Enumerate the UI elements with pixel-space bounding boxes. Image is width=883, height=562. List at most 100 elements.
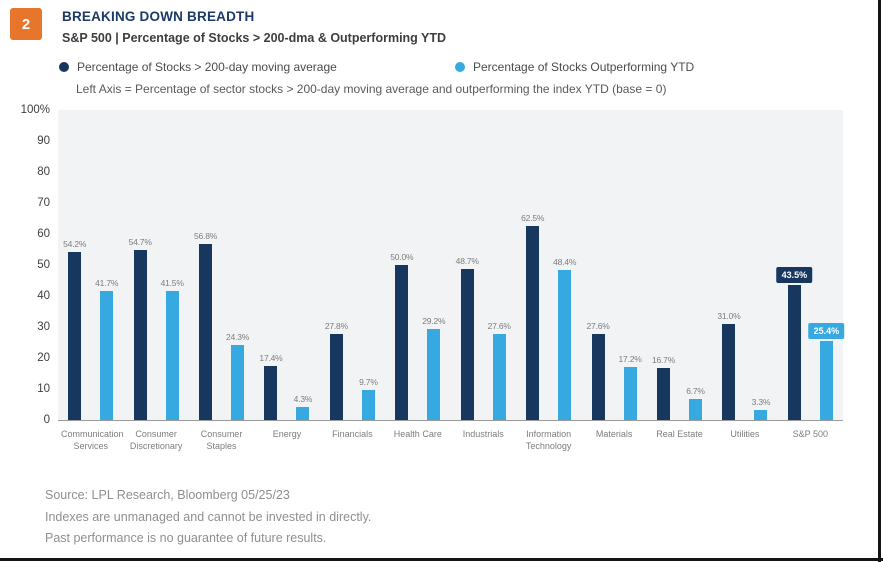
x-axis-label: Real Estate [656, 429, 703, 439]
bar-slot: 24.3% [226, 110, 249, 420]
bar-slot: 17.4% [259, 110, 283, 420]
bar-group: 27.8% 9.7% [320, 110, 385, 420]
axis-note: Left Axis = Percentage of sector stocks … [76, 82, 667, 96]
bar-above-200dma: 48.7% [456, 256, 479, 420]
bar-value-label: 31.0% [717, 310, 741, 321]
bar-value-label: 41.7% [95, 277, 119, 288]
bar-outperforming-ytd: 41.7% [95, 278, 118, 420]
bar-slot: 27.6% [488, 110, 511, 420]
y-axis-tick: 90 [37, 135, 50, 147]
x-axis-label: Information Technology [525, 429, 572, 452]
plot-area: 54.2% 41.7% 54.7% 41.5% 56.8% 24.3% 17.4% 4.3% 2… [58, 110, 845, 421]
x-axis-label: Materials [595, 429, 633, 439]
bar-outperforming-ytd: 9.7% [359, 377, 378, 420]
window-bottom-border [0, 558, 883, 561]
y-axis-tick: 80 [37, 166, 50, 178]
bar-slot: 27.6% [587, 110, 610, 420]
bar-group: 31.0% 3.3% [712, 110, 777, 420]
bar-value-label: 54.2% [63, 238, 87, 249]
bar-value-label: 48.7% [455, 256, 479, 267]
bar-value-label: 48.4% [553, 256, 577, 267]
x-axis-label: Financials [332, 429, 373, 439]
bar-slot: 48.4% [553, 110, 576, 420]
bar-group: 16.7% 6.7% [647, 110, 712, 420]
y-axis: 100% 90 80 70 60 50 40 30 20 10 0 [0, 104, 50, 426]
x-axis-label: Utilities [730, 429, 760, 439]
bar-value-label: 17.4% [259, 353, 283, 364]
disclaimer-line-2: Past performance is no guarantee of futu… [45, 531, 327, 545]
bar-outperforming-ytd: 25.4% [808, 323, 845, 420]
bar-slot: 29.2% [422, 110, 446, 420]
legend-item-outperforming: Percentage of Stocks Outperforming YTD [455, 60, 694, 74]
figure-number-badge: 2 [10, 8, 42, 40]
bar-group: 62.5% 48.4% [516, 110, 581, 420]
y-axis-tick: 10 [37, 383, 50, 395]
bar-above-200dma: 50.0% [390, 252, 414, 420]
x-axis: Communication Services Consumer Discretio… [58, 428, 843, 452]
x-axis-label: S&P 500 [792, 429, 829, 439]
window-right-border [878, 0, 881, 562]
bar-group: 56.8% 24.3% [189, 110, 254, 420]
bar-outperforming-ytd: 48.4% [553, 257, 576, 420]
y-axis-tick: 50 [37, 259, 50, 271]
legend-dot-navy-icon [59, 62, 69, 72]
bar-slot: 43.5% [776, 110, 813, 420]
y-axis-tick: 40 [37, 290, 50, 302]
bar-slot: 6.7% [686, 110, 705, 420]
y-axis-tick: 20 [37, 352, 50, 364]
bar-slot: 16.7% [652, 110, 675, 420]
bar-value-label: 29.2% [422, 316, 446, 327]
x-axis-label: Consumer Staples [200, 429, 243, 452]
bar-value-label: 9.7% [359, 376, 378, 387]
bar-outperforming-ytd: 6.7% [686, 386, 705, 420]
bar-above-200dma: 16.7% [652, 355, 675, 420]
y-axis-tick: 60 [37, 228, 50, 240]
bar-value-label: 16.7% [651, 355, 676, 366]
source-text: Source: LPL Research, Bloomberg 05/25/23 [45, 488, 290, 502]
bar-group: 54.2% 41.7% [58, 110, 123, 420]
bar-slot: 4.3% [294, 110, 312, 420]
bar-value-label: 50.0% [390, 252, 414, 262]
legend-label-200dma: Percentage of Stocks > 200-day moving av… [77, 60, 337, 74]
bar-slot: 9.7% [359, 110, 378, 420]
bar-above-200dma: 31.0% [717, 311, 741, 420]
bar-above-200dma: 54.2% [63, 239, 86, 420]
bar-value-label: 4.3% [293, 393, 313, 404]
x-axis-label: Consumer Discretionary [129, 429, 183, 452]
bar-above-200dma: 56.8% [194, 231, 217, 420]
bar-outperforming-ytd: 24.3% [226, 332, 249, 420]
y-axis-tick: 30 [37, 321, 50, 333]
bar-value-label: 17.2% [618, 353, 642, 364]
chart-title: BREAKING DOWN BREADTH [62, 9, 255, 24]
bar-group: 17.4% 4.3% [254, 110, 319, 420]
bar-slot: 17.2% [619, 110, 642, 420]
bar-slot: 54.7% [129, 110, 152, 420]
bar-group: 27.6% 17.2% [581, 110, 646, 420]
legend-dot-blue-icon [455, 62, 465, 72]
bar-above-200dma: 27.8% [325, 321, 348, 420]
bar-group: 54.7% 41.5% [123, 110, 188, 420]
bar-value-label: 54.7% [128, 237, 152, 248]
disclaimer-line-1: Indexes are unmanaged and cannot be inve… [45, 509, 372, 524]
bar-value-label: 41.5% [160, 278, 184, 289]
bar-above-200dma: 54.7% [129, 237, 152, 420]
bar-slot: 41.7% [95, 110, 118, 420]
bar-outperforming-ytd: 17.2% [619, 354, 642, 420]
bar-slot: 41.5% [161, 110, 184, 420]
footer: Source: LPL Research, Bloomberg 05/25/23… [45, 485, 371, 550]
chart-subtitle: S&P 500 | Percentage of Stocks > 200-dma… [62, 31, 447, 45]
bar-value-label: 43.5% [776, 267, 813, 284]
bar-above-200dma: 17.4% [259, 353, 283, 420]
x-axis-label: Energy [272, 429, 302, 439]
legend-item-200dma: Percentage of Stocks > 200-day moving av… [59, 60, 337, 74]
x-axis-label: Communication Services [61, 429, 124, 452]
bar-value-label: 27.8% [324, 320, 348, 331]
bar-outperforming-ytd: 4.3% [294, 394, 312, 420]
x-axis-label: Health Care [393, 429, 442, 439]
y-axis-tick: 70 [37, 197, 50, 209]
bar-above-200dma: 27.6% [587, 321, 610, 420]
bar-value-label: 24.3% [225, 331, 250, 342]
bar-value-label: 56.8% [193, 230, 218, 241]
bar-above-200dma: 62.5% [521, 213, 544, 420]
